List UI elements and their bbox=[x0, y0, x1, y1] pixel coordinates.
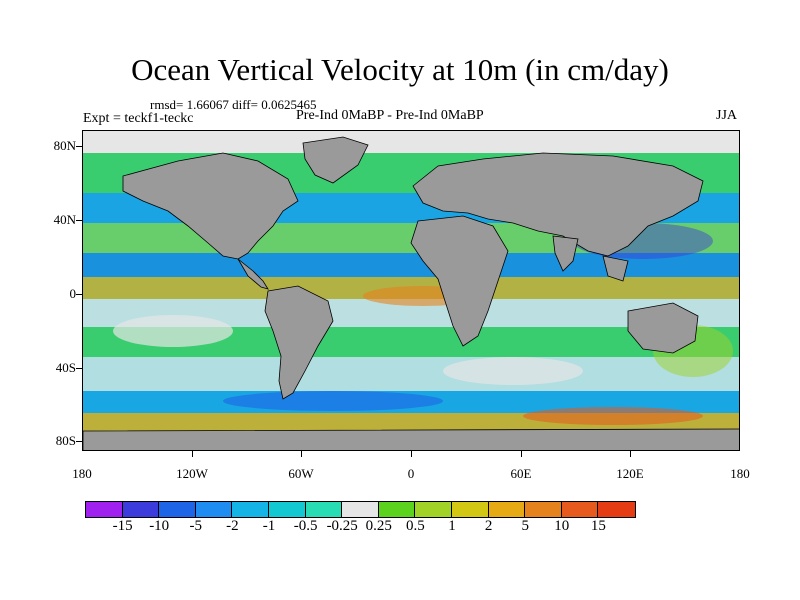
colorbar-swatch bbox=[488, 502, 526, 517]
southeast-asia-land bbox=[602, 255, 629, 282]
lat-tick bbox=[76, 146, 82, 147]
colorbar-label: -10 bbox=[149, 518, 170, 534]
lat-label-80n: 80N bbox=[53, 138, 76, 153]
lat-label-40n: 40N bbox=[53, 212, 76, 227]
lat-tick bbox=[76, 294, 82, 295]
lon-tick bbox=[411, 451, 412, 457]
colorbar-label: 2 bbox=[484, 518, 493, 534]
colorbar-label: 0.25 bbox=[365, 518, 392, 534]
lat-tick bbox=[76, 441, 82, 442]
lon-tick bbox=[521, 451, 522, 457]
colorbar-label: -5 bbox=[189, 518, 203, 534]
colorbar-swatch bbox=[268, 502, 306, 517]
lat-label-40s: 40S bbox=[55, 360, 76, 375]
continents bbox=[83, 136, 739, 450]
stats-line: rmsd= 1.66067 diff= 0.0625465 bbox=[150, 97, 317, 112]
africa-land bbox=[410, 215, 509, 347]
lat-label-0: 0 bbox=[69, 286, 77, 301]
colorbar-label: -0.5 bbox=[293, 518, 318, 534]
lon-label-60w: 60W bbox=[288, 466, 314, 481]
colorbar-swatch bbox=[561, 502, 599, 517]
lon-label-120e: 120E bbox=[616, 466, 644, 481]
colorbar-swatch bbox=[598, 502, 635, 517]
case-comparison-label: Pre-Ind 0MaBP - Pre-Ind 0MaBP bbox=[296, 108, 484, 123]
north-america-land bbox=[122, 152, 299, 260]
colorbar-swatch bbox=[525, 502, 562, 517]
colorbar-swatch bbox=[159, 502, 196, 517]
lon-label-120w: 120W bbox=[176, 466, 208, 481]
world-map-panel bbox=[82, 130, 740, 451]
colorbar-label: 1 bbox=[448, 518, 456, 534]
central-america-land bbox=[237, 258, 269, 290]
colorbar-label: -15 bbox=[112, 518, 133, 534]
colorbar-swatch bbox=[415, 502, 452, 517]
map-svg bbox=[83, 131, 739, 450]
colorbar-label: 15 bbox=[590, 518, 606, 534]
colorbar-swatch bbox=[451, 502, 489, 517]
colorbar-swatch bbox=[86, 502, 123, 517]
india-land bbox=[552, 235, 579, 272]
lon-label-180e: 180 bbox=[730, 466, 750, 481]
lon-label-60e: 60E bbox=[510, 466, 532, 481]
lon-tick bbox=[630, 451, 631, 457]
lon-tick bbox=[192, 451, 193, 457]
australia-land bbox=[627, 302, 699, 354]
colorbar-label: 10 bbox=[554, 518, 570, 534]
greenland-land bbox=[302, 136, 369, 184]
colorbar-swatch bbox=[305, 502, 343, 517]
europe-asia-land bbox=[412, 152, 704, 257]
lon-label-0: 0 bbox=[407, 466, 415, 481]
plot-title: Ocean Vertical Velocity at 10m (in cm/da… bbox=[131, 52, 669, 87]
antarctica-land bbox=[83, 428, 739, 450]
lon-label-180w: 180 bbox=[72, 466, 92, 481]
south-america-land bbox=[264, 285, 334, 400]
lat-tick bbox=[76, 368, 82, 369]
colorbar-label: 5 bbox=[521, 518, 529, 534]
lon-tick bbox=[301, 451, 302, 457]
colorbar-label: -2 bbox=[226, 518, 239, 534]
colorbar-swatch bbox=[195, 502, 233, 517]
colorbar bbox=[85, 501, 636, 518]
colorbar-label: -1 bbox=[262, 518, 276, 534]
lat-label-80s: 80S bbox=[55, 433, 76, 448]
season-label: JJA bbox=[716, 108, 738, 123]
colorbar-swatch bbox=[122, 502, 160, 517]
colorbar-swatch bbox=[378, 502, 416, 517]
colorbar-swatch bbox=[342, 502, 379, 517]
colorbar-swatch bbox=[232, 502, 269, 517]
lat-tick bbox=[76, 220, 82, 221]
experiment-label: Expt = teckf1-teckc bbox=[83, 111, 194, 126]
colorbar-label: -0.25 bbox=[326, 518, 358, 534]
colorbar-label: 0.5 bbox=[406, 518, 425, 534]
